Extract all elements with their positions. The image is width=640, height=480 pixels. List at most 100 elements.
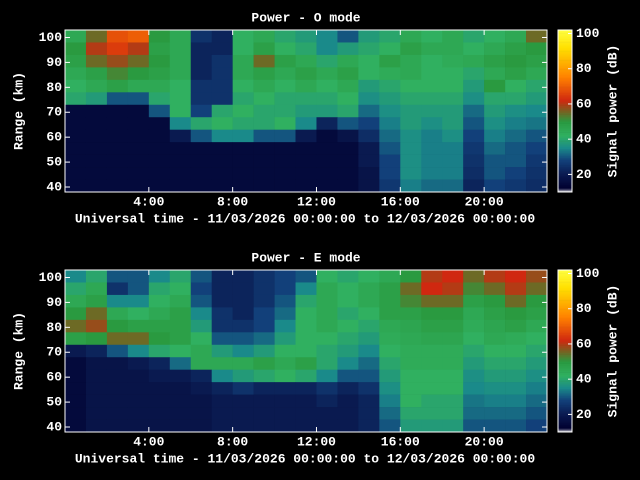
- heat-cell: [295, 307, 317, 321]
- heat-cell: [232, 79, 254, 93]
- heat-cell: [253, 282, 275, 296]
- heat-cell: [337, 419, 359, 433]
- heat-cell: [526, 142, 548, 155]
- heat-cell: [379, 79, 401, 93]
- heat-cell: [232, 369, 254, 383]
- heat-cell: [421, 92, 443, 106]
- heat-cell: [106, 117, 129, 130]
- heat-cell: [526, 369, 548, 383]
- heat-cell: [169, 104, 192, 118]
- heat-cell: [232, 179, 254, 193]
- heat-cell: [85, 344, 108, 358]
- heat-cell: [148, 319, 171, 333]
- colorbar-step: [558, 98, 572, 101]
- heat-cell: [400, 282, 422, 296]
- chart-title: Power - E mode: [251, 250, 360, 265]
- colorbar-step: [558, 112, 572, 115]
- heat-cell: [85, 307, 108, 321]
- y-tick-label: 90: [46, 295, 62, 310]
- heat-cell: [190, 104, 212, 118]
- colorbar-step: [558, 342, 572, 345]
- heat-cell: [253, 167, 275, 180]
- heat-cell: [169, 307, 192, 321]
- heat-cell: [421, 407, 443, 420]
- heat-cell: [106, 179, 129, 193]
- heat-cell: [253, 369, 275, 383]
- heat-cell: [232, 419, 254, 433]
- heat-cell: [169, 142, 192, 155]
- colorbar: [558, 30, 572, 193]
- heat-cell: [400, 369, 422, 383]
- heat-cell: [421, 167, 443, 180]
- colorbar-tick-label: 100: [576, 26, 600, 41]
- heat-cell: [211, 307, 233, 321]
- heat-cell: [505, 30, 527, 43]
- heat-cell: [232, 117, 254, 130]
- colorbar-step: [558, 30, 572, 33]
- heat-cell: [400, 294, 422, 308]
- heat-cell: [85, 117, 108, 130]
- heat-cell: [463, 154, 485, 168]
- colorbar-step: [558, 134, 572, 137]
- heat-cell: [169, 67, 192, 81]
- heat-cell: [127, 294, 150, 308]
- heat-cell: [400, 394, 422, 408]
- colorbar-step: [558, 369, 572, 372]
- colorbar-step: [558, 280, 572, 283]
- heat-cell: [148, 42, 171, 56]
- heat-cell: [106, 79, 129, 93]
- colorbar-step: [558, 175, 572, 178]
- heat-cell: [379, 30, 401, 43]
- heat-cell: [421, 319, 443, 333]
- colorbar-step: [558, 85, 572, 88]
- heat-cell: [274, 282, 296, 296]
- heat-cell: [65, 369, 87, 383]
- heat-cell: [421, 394, 443, 408]
- colorbar-step: [558, 152, 572, 155]
- heat-cell: [463, 30, 485, 43]
- heat-cell: [148, 407, 171, 420]
- heat-cell: [379, 42, 401, 56]
- heat-cell: [190, 79, 212, 93]
- heat-cell: [379, 407, 401, 420]
- heat-cell: [463, 319, 485, 333]
- heat-cell: [295, 332, 317, 346]
- colorbar-step: [558, 415, 572, 418]
- colorbar-step: [558, 367, 572, 370]
- heat-cell: [316, 319, 338, 333]
- heat-cell: [316, 270, 338, 283]
- colorbar-step: [558, 143, 572, 146]
- heat-cell: [148, 129, 171, 143]
- heat-cell: [127, 394, 150, 408]
- heat-cell: [484, 307, 506, 321]
- y-tick-label: 40: [46, 179, 62, 194]
- heat-cell: [65, 117, 87, 130]
- heat-cell: [463, 344, 485, 358]
- heat-cell: [190, 294, 212, 308]
- heat-cell: [442, 30, 464, 43]
- heat-cell: [232, 307, 254, 321]
- heat-cell: [85, 179, 108, 193]
- heat-cell: [148, 30, 171, 43]
- heat-cell: [379, 270, 401, 283]
- heat-cell: [169, 167, 192, 180]
- heat-cell: [337, 344, 359, 358]
- heat-cell: [190, 154, 212, 168]
- heat-cell: [127, 92, 150, 106]
- heat-cell: [106, 332, 129, 346]
- heat-cell: [295, 419, 317, 433]
- heat-cell: [400, 419, 422, 433]
- colorbar-step: [558, 57, 572, 60]
- heat-cell: [295, 142, 317, 155]
- heat-cell: [190, 369, 212, 383]
- heat-cell: [400, 92, 422, 106]
- colorbar-step: [558, 64, 572, 67]
- y-tick-label: 70: [46, 345, 62, 360]
- heat-cell: [379, 357, 401, 370]
- chart-title: Power - O mode: [251, 10, 360, 25]
- colorbar-step: [558, 325, 572, 328]
- heat-cell: [484, 319, 506, 333]
- colorbar-step: [558, 318, 572, 321]
- heat-cell: [169, 382, 192, 395]
